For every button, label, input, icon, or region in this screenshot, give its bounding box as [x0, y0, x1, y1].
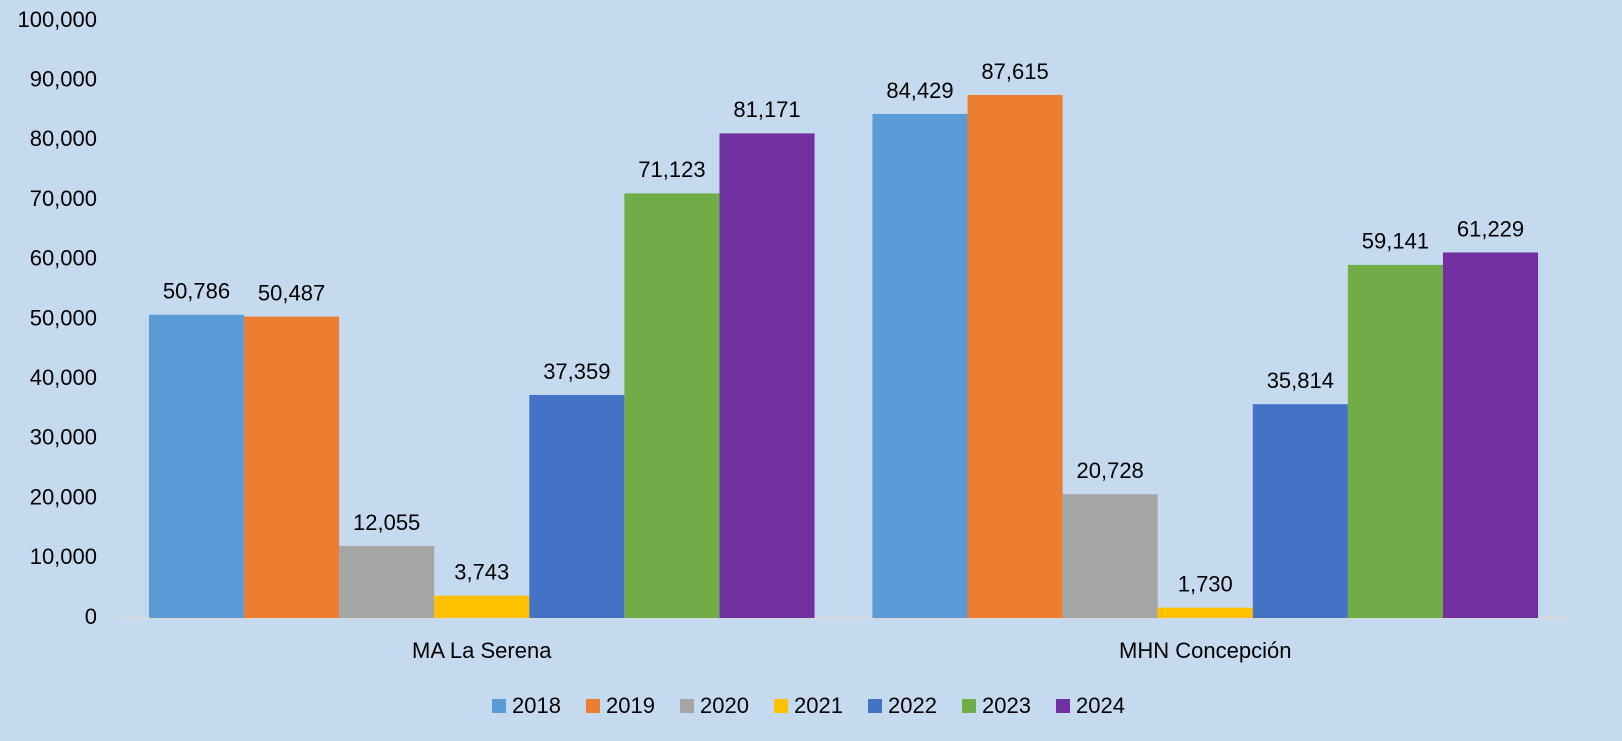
legend-label: 2018	[512, 693, 561, 718]
data-label: 3,743	[454, 559, 509, 584]
bar	[1157, 607, 1253, 618]
legend-swatch	[586, 699, 600, 713]
bar	[1252, 404, 1348, 618]
data-label: 71,123	[638, 157, 705, 182]
bar	[624, 193, 720, 618]
data-label: 37,359	[543, 359, 610, 384]
y-tick-label: 70,000	[30, 186, 97, 211]
bar	[1347, 264, 1443, 618]
bar	[1062, 494, 1158, 618]
y-tick-label: 40,000	[30, 365, 97, 390]
data-label: 84,429	[886, 78, 953, 103]
y-tick-label: 100,000	[17, 7, 97, 32]
bar	[244, 316, 340, 618]
legend-swatch	[774, 699, 788, 713]
legend-swatch	[492, 699, 506, 713]
bar	[339, 546, 435, 618]
legend-label: 2024	[1076, 693, 1125, 718]
legend-label: 2022	[888, 693, 937, 718]
legend-label: 2019	[606, 693, 655, 718]
bar	[148, 314, 245, 618]
y-tick-label: 50,000	[30, 305, 97, 330]
bar	[719, 133, 815, 619]
legend-swatch	[1056, 699, 1070, 713]
legend-label: 2023	[982, 693, 1031, 718]
data-label: 12,055	[353, 510, 420, 535]
bar	[872, 113, 968, 619]
data-label: 1,730	[1178, 571, 1233, 596]
bar	[529, 394, 625, 618]
data-label: 61,229	[1457, 216, 1524, 241]
y-tick-label: 60,000	[30, 246, 97, 271]
y-tick-label: 30,000	[30, 425, 97, 450]
y-tick-label: 80,000	[30, 126, 97, 151]
data-label: 20,728	[1077, 458, 1144, 483]
data-label: 35,814	[1267, 368, 1334, 393]
data-label: 59,141	[1362, 229, 1429, 254]
y-tick-label: 0	[85, 604, 97, 629]
x-tick-label: MA La Serena	[412, 638, 552, 663]
legend-swatch	[868, 699, 882, 713]
y-tick-label: 90,000	[30, 67, 97, 92]
data-label: 87,615	[981, 59, 1048, 84]
x-tick-label: MHN Concepción	[1119, 638, 1291, 663]
legend-swatch	[680, 699, 694, 713]
legend-swatch	[962, 699, 976, 713]
legend-label: 2020	[700, 693, 749, 718]
y-tick-label: 20,000	[30, 484, 97, 509]
bar	[434, 595, 530, 618]
bar	[1442, 252, 1539, 618]
bar	[967, 94, 1063, 618]
data-label: 81,171	[733, 97, 800, 122]
data-label: 50,487	[258, 280, 325, 305]
legend-label: 2021	[794, 693, 843, 718]
y-tick-label: 10,000	[30, 544, 97, 569]
data-label: 50,786	[163, 279, 230, 304]
